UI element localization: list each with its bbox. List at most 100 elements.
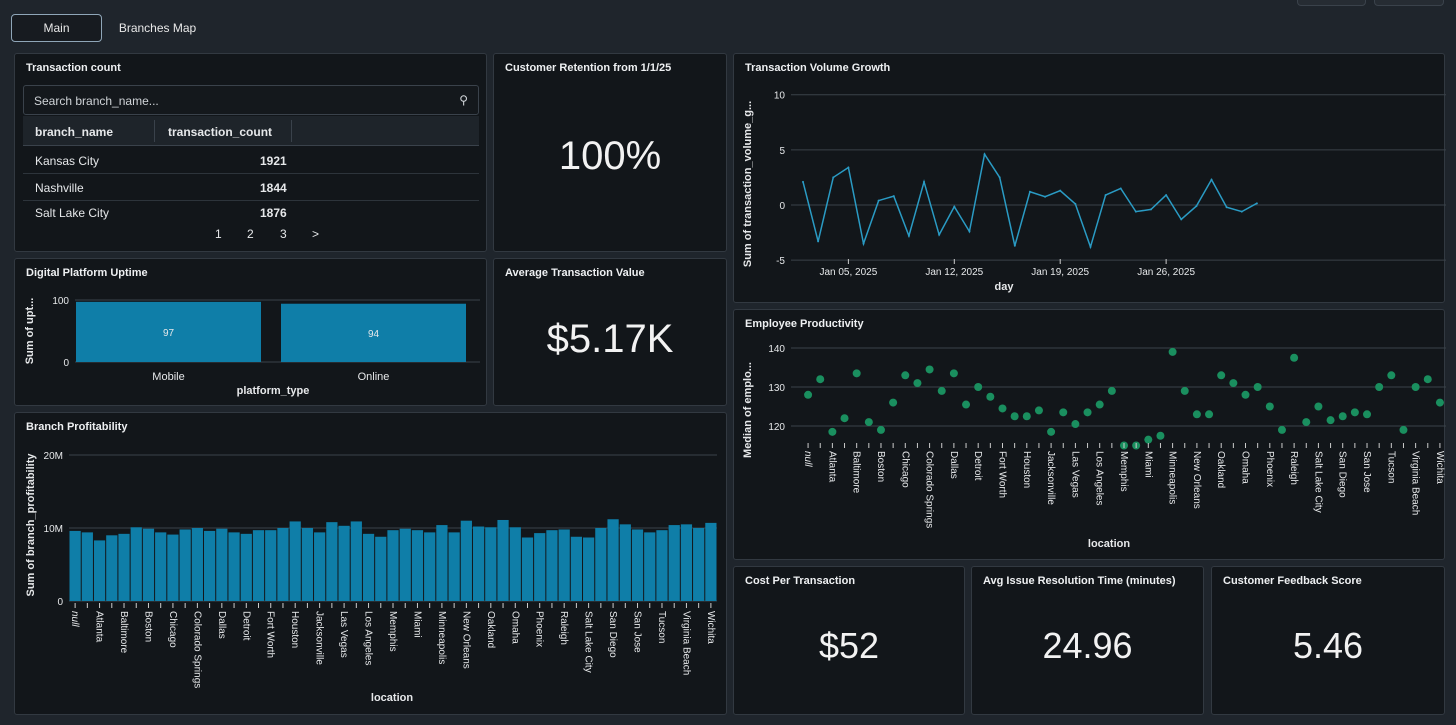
transaction-count-panel: Transaction count Search branch_name... … xyxy=(14,53,487,252)
data-point xyxy=(840,414,849,423)
tab-main[interactable]: Main xyxy=(11,14,102,42)
x-tick-label: San Jose xyxy=(632,611,643,653)
customer-retention-panel: Customer Retention from 1/1/25 100% xyxy=(493,53,727,252)
x-tick-label: Detroit xyxy=(240,611,251,641)
table-row[interactable]: Nashville 1844 xyxy=(23,174,479,201)
column-header-branch-name[interactable]: branch_name xyxy=(35,125,114,139)
data-point xyxy=(1095,400,1104,409)
bar xyxy=(76,301,261,362)
x-tick-label: Jan 05, 2025 xyxy=(819,267,877,278)
data-point xyxy=(862,242,865,245)
data-point xyxy=(1119,187,1122,190)
data-point xyxy=(901,371,910,380)
y-tick-label: 140 xyxy=(768,344,785,355)
table-header: branch_name transaction_count xyxy=(23,116,479,146)
page-1-button[interactable]: 1 xyxy=(215,227,222,241)
x-tick-label: Boston xyxy=(142,611,153,642)
panel-title: Customer Retention from 1/1/25 xyxy=(505,62,672,74)
data-point xyxy=(1255,202,1258,205)
toolbar-button[interactable] xyxy=(1374,0,1444,6)
x-tick-label: Boston xyxy=(875,451,886,482)
bar xyxy=(448,532,460,601)
x-tick-label: null xyxy=(802,451,813,467)
table-row[interactable]: Salt Lake City 1876 xyxy=(23,201,479,225)
x-axis-title: location xyxy=(1088,538,1130,550)
bar xyxy=(460,520,472,601)
page-2-button[interactable]: 2 xyxy=(247,227,254,241)
data-point xyxy=(1205,410,1214,419)
x-tick-label: Dallas xyxy=(216,611,227,639)
data-point xyxy=(832,176,835,179)
bar xyxy=(155,532,167,601)
data-point xyxy=(1326,416,1335,425)
data-point xyxy=(1044,195,1047,198)
data-point xyxy=(1144,435,1153,444)
x-tick-label: Detroit xyxy=(972,451,983,481)
bar xyxy=(240,533,252,601)
data-point xyxy=(938,233,941,236)
panel-title: Customer Feedback Score xyxy=(1223,575,1362,587)
bar xyxy=(485,527,497,601)
toolbar-button[interactable] xyxy=(1297,0,1366,6)
kpi-value: 100% xyxy=(558,134,662,178)
data-point xyxy=(1241,390,1250,399)
data-point xyxy=(816,375,825,384)
data-point xyxy=(847,166,850,169)
x-tick-label: Chicago xyxy=(167,611,178,648)
x-tick-label: Raleigh xyxy=(558,611,569,645)
tab-branches-map[interactable]: Branches Map xyxy=(118,21,197,35)
table-row[interactable]: Kansas City 1921 xyxy=(23,147,479,174)
data-point xyxy=(1350,408,1359,417)
panel-title: Employee Productivity xyxy=(745,318,864,330)
panel-title: Avg Issue Resolution Time (minutes) xyxy=(983,575,1176,587)
data-point xyxy=(983,153,986,156)
x-axis-title: day xyxy=(995,281,1015,293)
data-point xyxy=(937,386,946,395)
bar xyxy=(142,528,155,601)
cell-branch: Nashville xyxy=(35,181,84,195)
bar xyxy=(387,530,399,601)
digital-platform-uptime-panel: Digital Platform Uptime 0 100 Sum of upt..… xyxy=(14,258,487,406)
x-tick-label: Miami xyxy=(1142,451,1153,478)
x-tick-label: Jan 12, 2025 xyxy=(925,267,983,278)
data-point xyxy=(802,180,804,183)
data-point xyxy=(998,404,1007,413)
bar xyxy=(705,522,717,601)
search-input[interactable]: Search branch_name... ⚲ xyxy=(23,85,479,115)
data-point xyxy=(1149,208,1152,211)
cost-per-transaction-panel: Cost Per Transaction $52 xyxy=(733,566,965,715)
bar xyxy=(399,528,411,601)
next-page-button[interactable]: > xyxy=(312,227,320,241)
data-point xyxy=(1423,375,1432,384)
data-point xyxy=(1104,194,1107,197)
data-point xyxy=(986,392,995,401)
customer-feedback-panel: Customer Feedback Score 5.46 xyxy=(1211,566,1445,715)
bar xyxy=(81,532,93,601)
x-tick-label: Las Vegas xyxy=(338,611,349,658)
bar xyxy=(277,528,289,601)
bar xyxy=(69,530,81,601)
panel-title: Cost Per Transaction xyxy=(745,575,856,587)
column-header-transaction-count[interactable]: transaction_count xyxy=(168,125,273,139)
kpi-value: $52 xyxy=(818,625,880,666)
data-point xyxy=(1302,418,1311,427)
x-tick-label: Phoenix xyxy=(534,611,545,647)
y-tick-label: 10 xyxy=(774,91,786,102)
data-point xyxy=(1074,202,1077,205)
bar xyxy=(326,522,338,601)
bar xyxy=(252,530,265,601)
data-point xyxy=(804,390,813,399)
data-point xyxy=(1028,190,1031,193)
cell-count: 1876 xyxy=(260,206,287,220)
x-tick-label: Los Angeles xyxy=(363,611,374,666)
data-point xyxy=(1059,408,1068,417)
x-tick-label: Jacksonville xyxy=(314,611,325,665)
panel-title: Transaction Volume Growth xyxy=(745,62,891,74)
x-tick-label: Tucson xyxy=(656,611,667,643)
data-point xyxy=(1013,244,1016,247)
data-point xyxy=(1022,412,1031,421)
page-3-button[interactable]: 3 xyxy=(280,227,287,241)
y-axis-title: Median of emplo... xyxy=(742,362,754,458)
data-point xyxy=(1240,210,1243,213)
transaction-volume-growth-panel: Transaction Volume Growth -5 0 5 10 Sum of t… xyxy=(733,53,1446,303)
